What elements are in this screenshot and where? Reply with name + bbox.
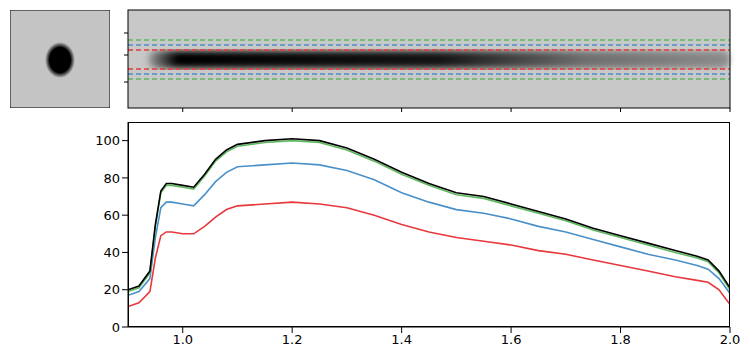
svg-text:100: 100	[95, 133, 120, 148]
svg-text:2.0: 2.0	[720, 332, 741, 347]
svg-text:1.8: 1.8	[610, 332, 631, 347]
svg-text:1.4: 1.4	[391, 332, 412, 347]
svg-text:20: 20	[103, 282, 120, 297]
svg-text:1.2: 1.2	[282, 332, 303, 347]
svg-text:1.0: 1.0	[172, 332, 193, 347]
svg-text:0: 0	[112, 320, 120, 335]
svg-text:40: 40	[103, 245, 120, 260]
svg-text:80: 80	[103, 171, 120, 186]
svg-text:1.6: 1.6	[501, 332, 522, 347]
svg-text:60: 60	[103, 208, 120, 223]
